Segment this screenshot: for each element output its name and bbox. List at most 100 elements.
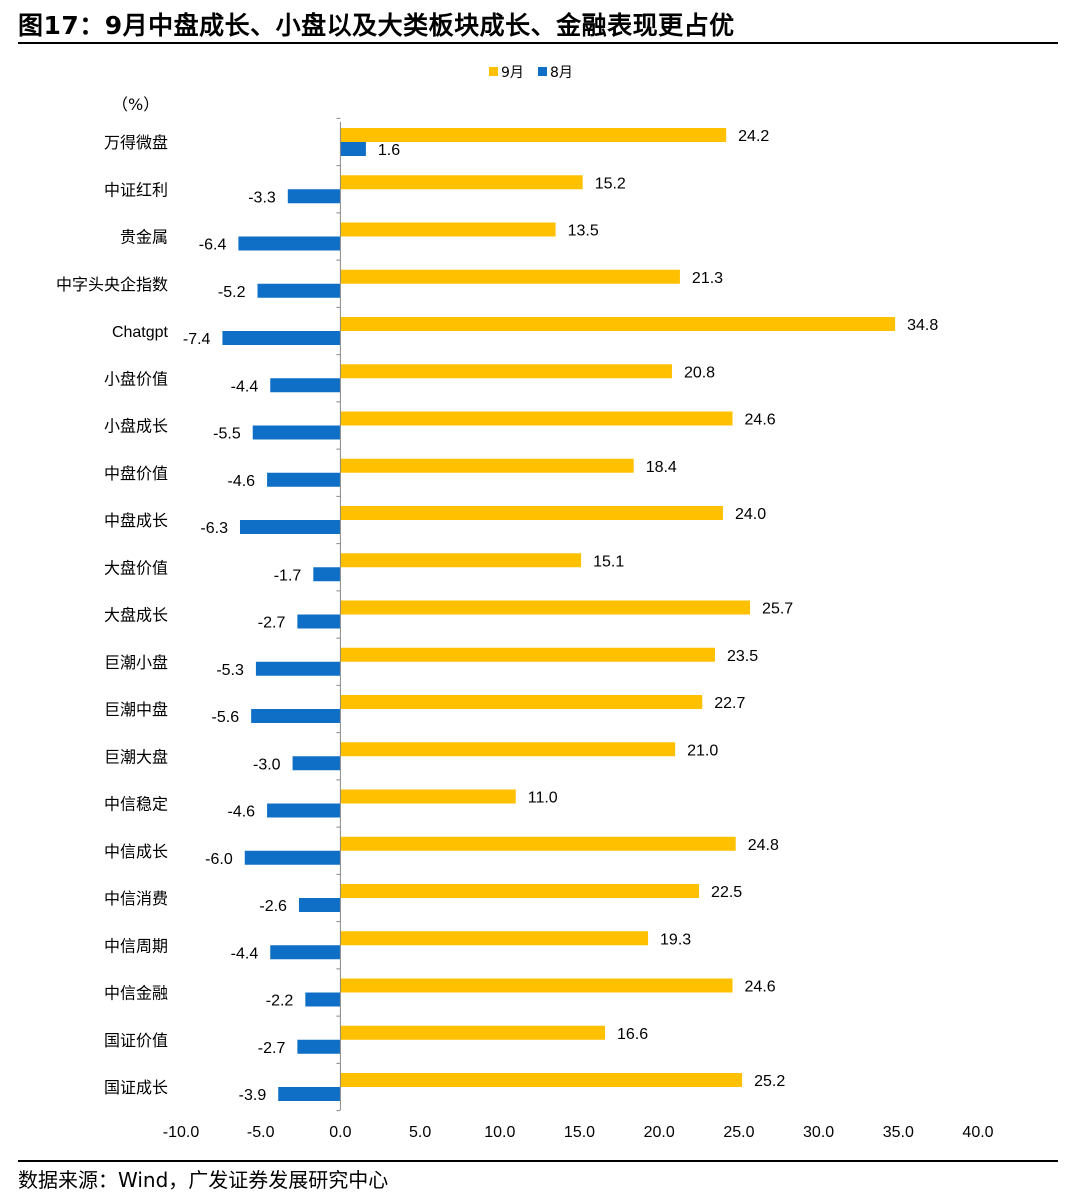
bar-chart: 9月 8月 （%） 万得微盘 24.2 1.6 中证红利 15.2 -3.3 贵金属 13.5 -6.… [56, 65, 994, 1141]
category-label: 中信金融 [104, 984, 168, 1003]
bar-aug [298, 898, 341, 912]
bar-aug [244, 850, 341, 865]
data-label: -3.9 [239, 1087, 267, 1104]
category-label: 大盘价值 [104, 558, 168, 577]
bar-aug [251, 709, 341, 723]
category-label: 大盘成长 [104, 606, 168, 625]
bar-sep [340, 506, 723, 520]
data-label: -2.6 [259, 898, 287, 915]
category-label: 国证价值 [104, 1031, 168, 1050]
title-rule [18, 42, 1058, 44]
bar-sep [340, 884, 700, 898]
bar-aug [252, 425, 341, 440]
data-label: -2.2 [266, 993, 294, 1010]
data-label: 22.5 [711, 884, 742, 901]
bar-sep [340, 931, 649, 946]
data-label: 24.6 [745, 412, 776, 429]
bar-sep [340, 600, 751, 615]
bar-aug [292, 756, 341, 771]
data-label: 24.8 [748, 837, 779, 854]
category-label: Chatgpt [112, 324, 169, 341]
data-label: 20.8 [684, 364, 715, 381]
data-label: 21.0 [687, 742, 718, 759]
data-label: 23.5 [727, 648, 758, 665]
figure-title: 图17：9月中盘成长、小盘以及大类板块成长、金融表现更占优 [18, 11, 735, 40]
category-label: 中盘成长 [104, 511, 168, 530]
bar-aug [257, 283, 341, 298]
bar-sep [340, 553, 582, 568]
category-label: 巨潮小盘 [104, 653, 168, 672]
data-label: 22.7 [714, 695, 745, 712]
category-label: 中信消费 [104, 889, 168, 908]
data-label: -4.4 [231, 945, 259, 962]
data-label: -4.6 [227, 473, 255, 490]
data-label: 34.8 [907, 317, 938, 334]
data-label: -4.6 [227, 804, 255, 821]
x-tick-label: 20.0 [644, 1124, 675, 1141]
data-label: -2.7 [258, 615, 286, 632]
category-label: 中字头央企指数 [56, 275, 168, 294]
source-rule [18, 1160, 1058, 1162]
x-tick-label: 40.0 [962, 1124, 993, 1141]
data-label: 21.3 [692, 270, 723, 287]
category-label: 巨潮中盘 [104, 700, 168, 719]
legend-swatch-1 [489, 67, 498, 76]
x-tick-label: 5.0 [409, 1124, 431, 1141]
data-label: -3.0 [253, 756, 281, 773]
category-label: 中信周期 [104, 936, 168, 955]
data-label: 11.0 [528, 790, 558, 807]
bar-sep [340, 458, 634, 473]
data-label: 13.5 [568, 223, 599, 240]
bar-aug [239, 520, 341, 534]
bar-sep [340, 695, 703, 709]
legend-label-1: 9月 [501, 65, 524, 81]
x-tick-label: 0.0 [329, 1124, 351, 1141]
data-label: 24.0 [735, 506, 766, 523]
category-label: 国证成长 [104, 1078, 168, 1097]
data-label: 16.6 [617, 1026, 648, 1043]
data-label: -3.3 [248, 189, 276, 206]
data-label: -6.0 [205, 851, 233, 868]
bar-sep [340, 1073, 743, 1087]
data-label: 18.4 [646, 459, 677, 476]
bar-sep [340, 269, 680, 284]
bar-aug [222, 331, 341, 345]
bar-aug [238, 236, 341, 251]
bar-aug [267, 472, 341, 487]
legend-label-2: 8月 [550, 65, 573, 81]
data-label: -7.4 [183, 331, 211, 348]
bar-aug [297, 614, 341, 629]
data-label: -1.7 [274, 567, 302, 584]
data-label: -5.6 [212, 709, 240, 726]
bar-sep [340, 742, 676, 757]
data-label: 24.2 [738, 128, 769, 145]
category-label: 中证红利 [104, 180, 168, 199]
data-label: 25.2 [754, 1073, 785, 1090]
data-label: 15.2 [595, 175, 626, 192]
x-tick-label: 15.0 [564, 1124, 595, 1141]
data-label: -6.4 [199, 237, 227, 254]
source-note: 数据来源：Wind，广发证券发展研究中心 [18, 1168, 389, 1192]
bar-sep [340, 978, 733, 993]
bar-aug [313, 567, 341, 582]
category-label: 小盘价值 [104, 369, 168, 388]
data-label: 24.6 [745, 979, 776, 996]
data-label: 1.6 [378, 142, 400, 159]
bar-sep [340, 222, 556, 237]
data-label: 25.7 [762, 601, 793, 618]
bar-aug [278, 1087, 341, 1101]
bar-sep [340, 317, 896, 331]
data-label: 15.1 [593, 553, 624, 570]
bar-aug [267, 803, 341, 818]
data-label: -5.3 [216, 662, 244, 679]
x-tick-label: 30.0 [803, 1124, 834, 1141]
category-label: 小盘成长 [104, 417, 168, 436]
data-label: -4.4 [231, 378, 259, 395]
x-tick-label: 25.0 [723, 1124, 754, 1141]
x-tick-label: 10.0 [484, 1124, 515, 1141]
bar-aug [287, 189, 341, 204]
bar-aug [340, 142, 366, 156]
x-tick-label: -5.0 [247, 1124, 275, 1141]
bar-sep [340, 789, 516, 804]
category-label: 贵金属 [120, 228, 168, 247]
